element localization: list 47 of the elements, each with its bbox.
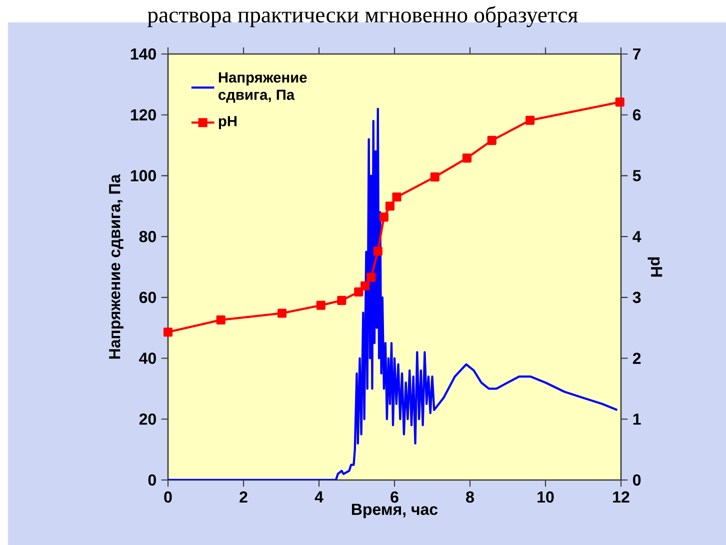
point (277, 308, 287, 318)
y-tick-label: 140 (130, 48, 156, 60)
y2-axis-title: pH (648, 257, 662, 277)
y-axis-title: Напряжение сдвига, Па (109, 174, 124, 359)
x-tick-label: 8 (466, 491, 474, 503)
x-tick-label: 6 (390, 491, 398, 503)
point (487, 136, 496, 145)
y2-tick-label: 0 (633, 474, 641, 486)
y2-tick-label: 4 (632, 231, 642, 242)
y-tick-label: 0 (148, 474, 156, 486)
point (462, 154, 472, 163)
point (525, 116, 535, 125)
point (366, 272, 376, 282)
x-tick-label: 12 (613, 491, 630, 503)
point (385, 202, 395, 211)
point (316, 300, 326, 310)
y2-tick-label: 3 (632, 292, 641, 304)
y-tick-label: 20 (139, 413, 156, 425)
y-tick-label: 100 (130, 170, 156, 182)
y2-tick-label: 5 (632, 170, 641, 182)
point (379, 212, 388, 222)
point (392, 192, 402, 202)
legend-label: Напряжение сдвига, Па (218, 72, 307, 103)
point (430, 172, 440, 182)
line-series (168, 108, 618, 480)
x-axis-title: Время, час (352, 504, 438, 518)
x-tick-label: 4 (314, 491, 324, 502)
y-tick-label: 120 (130, 109, 156, 120)
x-tick-label: 0 (164, 491, 172, 503)
point (216, 315, 226, 324)
y2-tick-label: 2 (632, 352, 641, 364)
y2-tick-label: 1 (633, 414, 641, 425)
legend-label: pH (218, 116, 237, 130)
text: раствора практически мгновенно образуется (148, 6, 578, 28)
point (360, 281, 370, 290)
point (337, 296, 346, 305)
y2-tick-label: 6 (632, 109, 641, 121)
point (163, 328, 173, 337)
x-tick-label: 10 (538, 491, 554, 503)
point (373, 246, 382, 256)
point (615, 98, 624, 107)
y-tick-label: 40 (139, 352, 156, 364)
y2-tick-label: 7 (633, 48, 641, 60)
x-tick-label: 2 (240, 491, 248, 503)
y-tick-label: 80 (139, 230, 156, 242)
y-tick-label: 60 (139, 292, 156, 304)
point (354, 287, 364, 296)
